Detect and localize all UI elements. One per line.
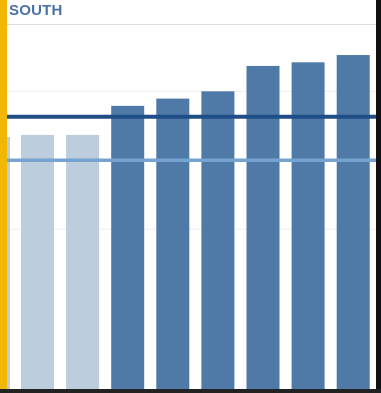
reference-lines bbox=[7, 114, 376, 163]
right-border bbox=[376, 0, 381, 393]
bar-8 bbox=[336, 55, 370, 389]
bar-2 bbox=[66, 134, 100, 389]
bar-series bbox=[7, 55, 370, 390]
bottom-border bbox=[0, 389, 381, 393]
bar-7 bbox=[291, 62, 325, 390]
bar-1 bbox=[21, 134, 54, 389]
bar-3 bbox=[111, 105, 145, 390]
bar-edge-partial bbox=[7, 136, 10, 389]
panel-title: SOUTH bbox=[9, 2, 63, 19]
header-divider bbox=[7, 24, 376, 25]
bar-5 bbox=[201, 91, 235, 389]
panel-accent-bar bbox=[0, 0, 7, 393]
bar-4 bbox=[156, 98, 190, 389]
bar-6 bbox=[246, 65, 280, 390]
